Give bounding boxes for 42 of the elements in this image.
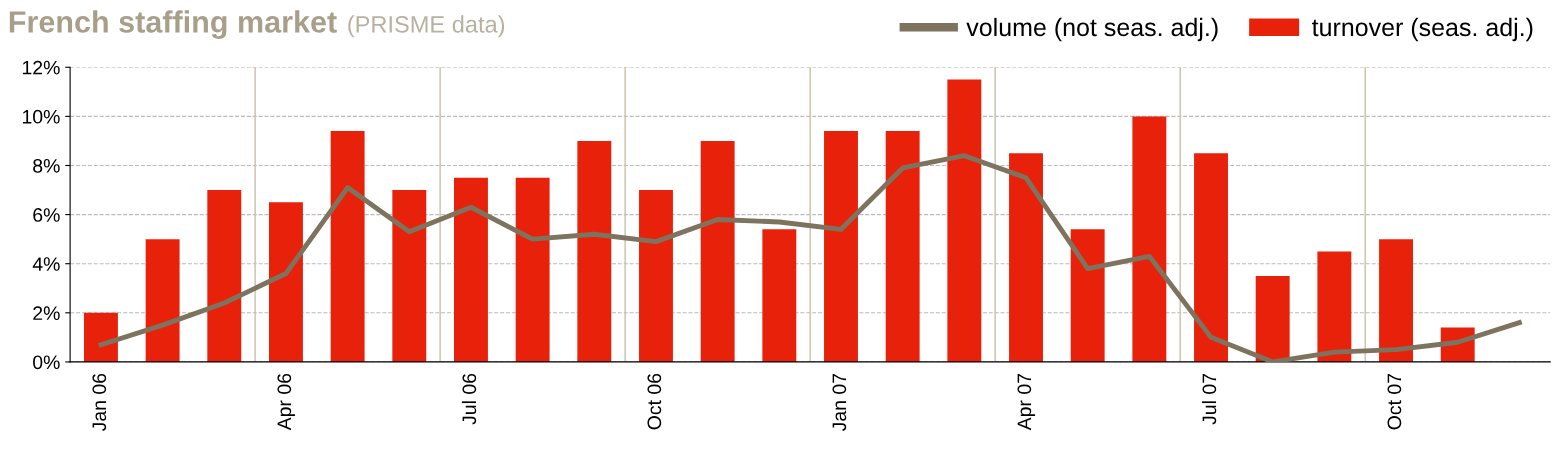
bar (207, 190, 242, 362)
legend-label: volume (not seas. adj.) (966, 17, 1218, 42)
y-tick-label: 12% (22, 60, 60, 75)
y-tick-label: 4% (32, 257, 60, 271)
legend-label: turnover (seas. adj.) (1312, 17, 1533, 42)
bar (83, 312, 118, 362)
bar (700, 140, 735, 362)
chart-subtitle: (PRISME data) (348, 15, 505, 38)
bar (330, 131, 365, 362)
bar (1379, 239, 1413, 362)
bar (1317, 251, 1352, 362)
bar (269, 202, 303, 362)
bar (392, 190, 427, 362)
line-series (98, 153, 1522, 362)
bar (577, 140, 612, 362)
bar (639, 190, 673, 362)
x-tick-label: Jul 07 (1201, 374, 1217, 425)
x-tick-label: Oct 07 (1387, 374, 1402, 430)
bar (515, 177, 550, 362)
y-tick-label: 8% (33, 158, 60, 173)
x-tick-label: Jan 06 (92, 373, 107, 432)
chart-title: French staffing market (9, 10, 337, 39)
bar (1070, 229, 1105, 362)
x-tick-label: Oct 06 (647, 373, 662, 430)
x-tick-label: Jul 06 (461, 373, 477, 425)
y-tick-label: 2% (33, 306, 60, 320)
x-tick-label: Jan 07 (832, 374, 847, 432)
y-tick-label: 10% (22, 109, 60, 124)
bar (1132, 116, 1167, 362)
bar (1009, 153, 1043, 362)
bar (947, 79, 982, 362)
bar (762, 229, 797, 362)
bar (1255, 275, 1290, 362)
x-tick-label: Apr 06 (277, 373, 296, 431)
bar (1194, 153, 1228, 362)
y-tick-label: 0% (33, 355, 60, 370)
bar (454, 177, 488, 362)
bar (824, 131, 858, 362)
bar (145, 239, 180, 362)
bar (885, 131, 920, 362)
x-tick-label: Apr 07 (1017, 374, 1036, 431)
y-tick-label: 6% (33, 208, 60, 222)
